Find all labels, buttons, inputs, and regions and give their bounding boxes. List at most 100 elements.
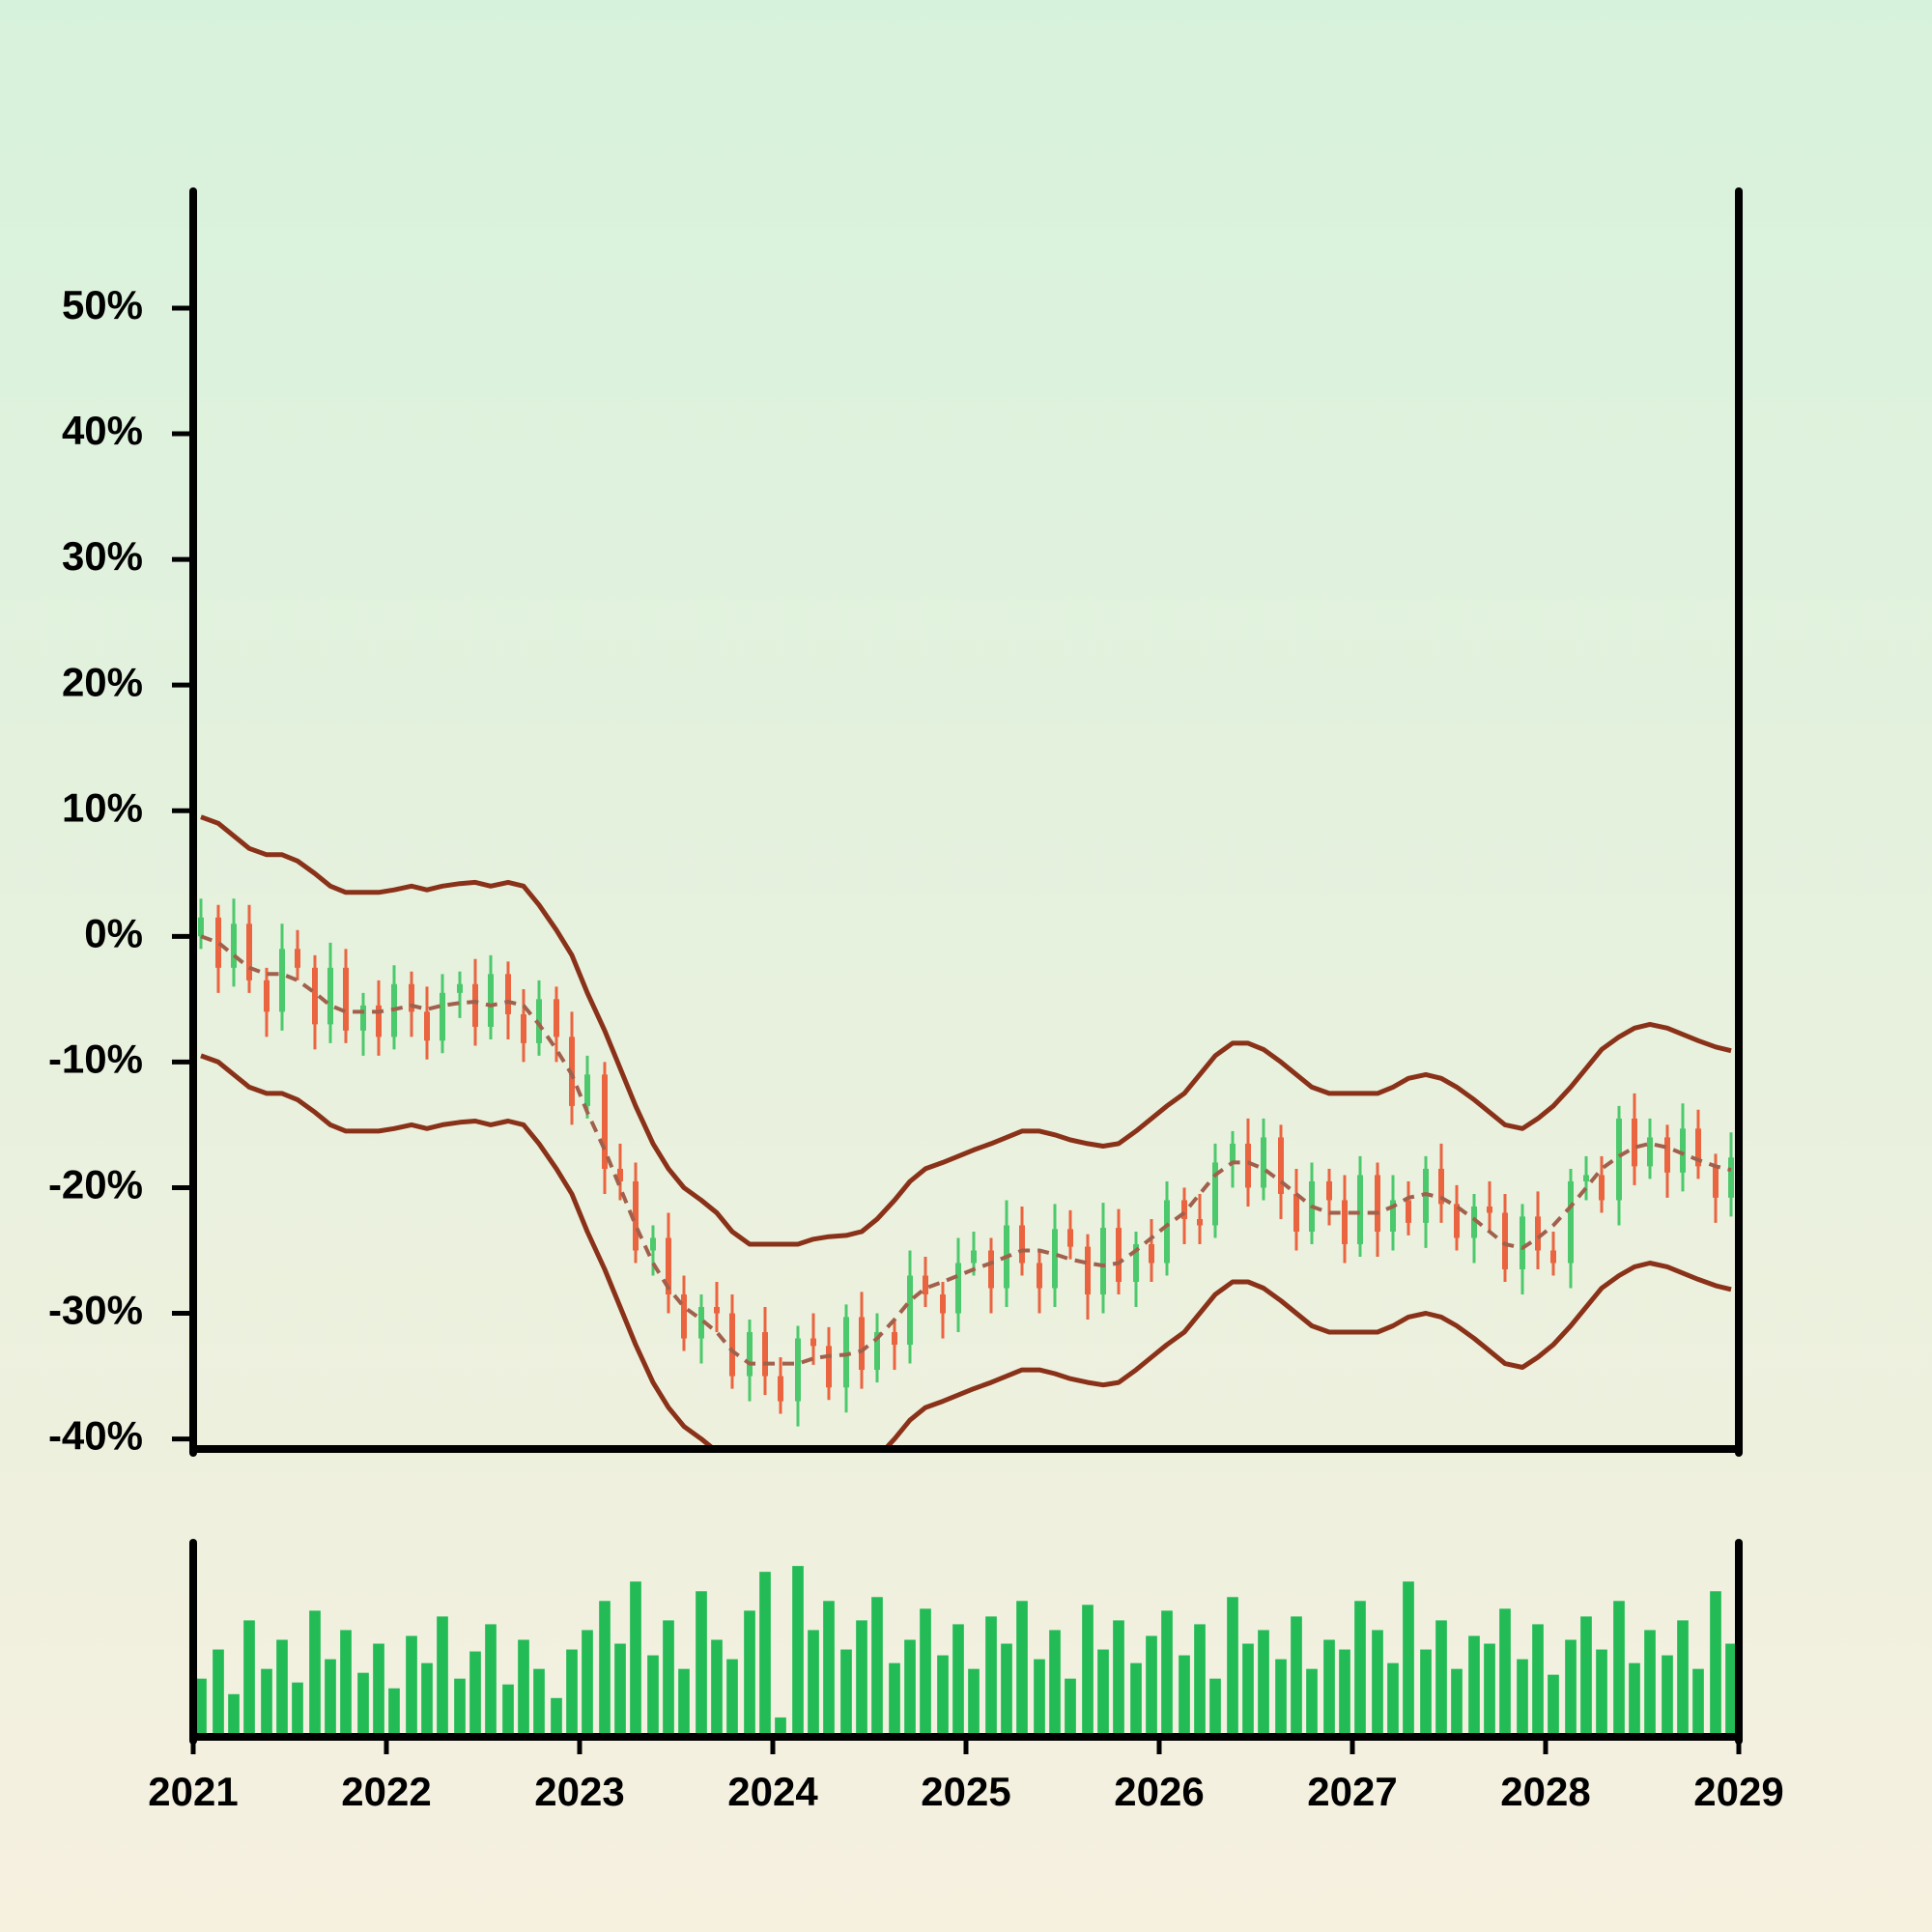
volume-bar — [357, 1672, 369, 1737]
bar-body — [1037, 1263, 1042, 1289]
bar-body — [1326, 1180, 1332, 1201]
volume-bar — [518, 1639, 529, 1737]
bar-body — [343, 967, 349, 1031]
x-tick-label: 2025 — [921, 1769, 1010, 1814]
volume-bar — [1710, 1591, 1721, 1737]
volume-bar — [1372, 1630, 1383, 1737]
bar-body — [312, 967, 318, 1025]
volume-bar — [808, 1630, 819, 1737]
volume-bar — [195, 1678, 207, 1737]
volume-bar — [1677, 1620, 1689, 1737]
volume-bar — [469, 1651, 481, 1737]
bar-body — [1019, 1225, 1025, 1264]
bar-body — [923, 1275, 928, 1295]
volume-bar — [309, 1610, 321, 1737]
volume-bar — [1161, 1610, 1173, 1737]
bar-body — [971, 1250, 977, 1264]
bar-body — [1212, 1162, 1218, 1226]
bar-body — [633, 1180, 639, 1251]
volume-bar — [630, 1581, 641, 1737]
bar-body — [1680, 1128, 1686, 1173]
bar-body — [1116, 1228, 1122, 1283]
volume-bar — [1227, 1597, 1238, 1737]
bar-body — [1133, 1243, 1139, 1283]
bar-body — [1052, 1229, 1058, 1289]
volume-bar — [213, 1649, 224, 1737]
bar-body — [1181, 1200, 1187, 1219]
volume-bar — [1420, 1649, 1432, 1737]
volume-bar — [421, 1662, 433, 1737]
volume-bar — [663, 1620, 674, 1737]
bar-body — [1149, 1243, 1154, 1264]
bar-body — [279, 949, 285, 1012]
volume-bar — [1451, 1668, 1463, 1737]
volume-bar — [711, 1639, 723, 1737]
volume-bar — [243, 1620, 255, 1737]
bar-body — [681, 1294, 687, 1339]
volume-bar — [1258, 1630, 1269, 1737]
bar-body — [602, 1074, 608, 1169]
volume-bar — [904, 1639, 916, 1737]
volume-bar — [1113, 1620, 1124, 1737]
volume-bar — [1548, 1674, 1559, 1737]
volume-bar — [1049, 1630, 1061, 1737]
bar-body — [1390, 1200, 1396, 1232]
bar-body — [505, 974, 511, 1014]
volume-bar — [614, 1643, 626, 1737]
bar-body — [1406, 1200, 1411, 1223]
volume-bar — [744, 1610, 755, 1737]
bar-body — [1713, 1166, 1719, 1198]
volume-bar — [1339, 1649, 1350, 1737]
volume-bar — [533, 1668, 545, 1737]
volume-bar — [1179, 1655, 1190, 1737]
volume-bar — [228, 1693, 240, 1737]
bar-body — [554, 999, 559, 1037]
bar-body — [1261, 1137, 1266, 1188]
y-tick-label: 0% — [84, 910, 143, 955]
bar-body — [1583, 1175, 1589, 1181]
bar-body — [698, 1307, 704, 1339]
bar-body — [536, 999, 542, 1043]
volume-bar — [985, 1616, 997, 1737]
bar-body — [1293, 1193, 1299, 1232]
bar-body — [617, 1168, 623, 1181]
x-tick-label: 2023 — [534, 1769, 624, 1814]
volume-bar — [1034, 1659, 1045, 1737]
bar-body — [826, 1346, 832, 1388]
y-tick-label: 30% — [62, 533, 143, 579]
bar-body — [747, 1332, 753, 1377]
volume-bar — [1194, 1624, 1206, 1737]
bar-body — [1197, 1218, 1203, 1226]
bar-body — [1067, 1229, 1073, 1247]
volume-bar — [276, 1639, 288, 1737]
volume-bar — [340, 1630, 352, 1737]
volume-bar — [1596, 1649, 1607, 1737]
bar-body — [1535, 1216, 1541, 1251]
bar-body — [1520, 1216, 1525, 1269]
bar-body — [198, 917, 204, 937]
bar-body — [1278, 1137, 1284, 1194]
axes: -40% -30% -20% -10% 0% 10% 20% 30% 40% 50% 2021 202… — [48, 187, 1784, 1814]
bar-body — [795, 1338, 801, 1402]
volume-bar — [696, 1591, 707, 1737]
volume-bar — [823, 1601, 835, 1737]
outer-band — [200, 814, 1732, 1247]
bar-body — [729, 1313, 735, 1377]
x-tick-label: 2028 — [1500, 1769, 1590, 1814]
volume-bar — [1209, 1678, 1221, 1737]
bar-body — [1616, 1118, 1622, 1201]
volume-bar — [1532, 1624, 1544, 1737]
volume-bar — [792, 1566, 804, 1737]
volume-bar — [889, 1662, 900, 1737]
bar-body — [584, 1074, 590, 1106]
volume-bar — [1242, 1643, 1254, 1737]
volume-bar — [292, 1682, 303, 1737]
bar-body — [327, 967, 333, 1025]
bar-body — [215, 917, 221, 968]
volume-bar — [1662, 1655, 1673, 1737]
volume-bar — [1275, 1659, 1287, 1737]
bar-body — [1599, 1175, 1605, 1201]
bar-body — [231, 923, 237, 968]
bar-body — [1342, 1200, 1348, 1244]
volume-bar — [856, 1620, 867, 1737]
